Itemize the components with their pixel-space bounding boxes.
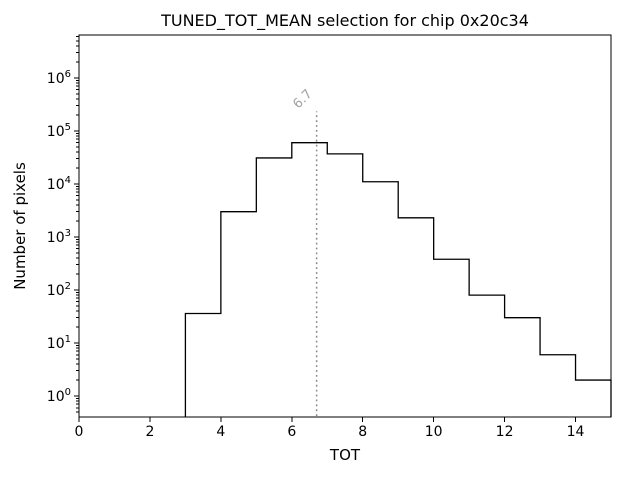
x-tick-label: 8 [358, 424, 367, 440]
x-tick-label: 0 [75, 424, 84, 440]
y-tick-label: 101 [47, 334, 71, 352]
y-tick-label: 102 [47, 281, 71, 299]
histogram-line [184, 142, 612, 417]
axes-frame [78, 34, 612, 418]
x-tick-label: 10 [425, 424, 443, 440]
y-tick-label: 100 [47, 387, 71, 405]
x-tick-label: 12 [496, 424, 514, 440]
y-tick-label: 104 [47, 175, 71, 193]
y-tick-label: 106 [47, 69, 71, 87]
x-tick-label: 14 [567, 424, 585, 440]
y-tick-label: 105 [47, 122, 71, 140]
y-tick-label: 103 [47, 228, 71, 246]
x-tick-label: 4 [216, 424, 225, 440]
y-axis-label: Number of pixels [11, 162, 29, 290]
x-tick-label: 6 [287, 424, 296, 440]
x-tick-label: 2 [145, 424, 154, 440]
chart-title: TUNED_TOT_MEAN selection for chip 0x20c3… [161, 11, 529, 30]
x-axis-label: TOT [329, 446, 361, 464]
